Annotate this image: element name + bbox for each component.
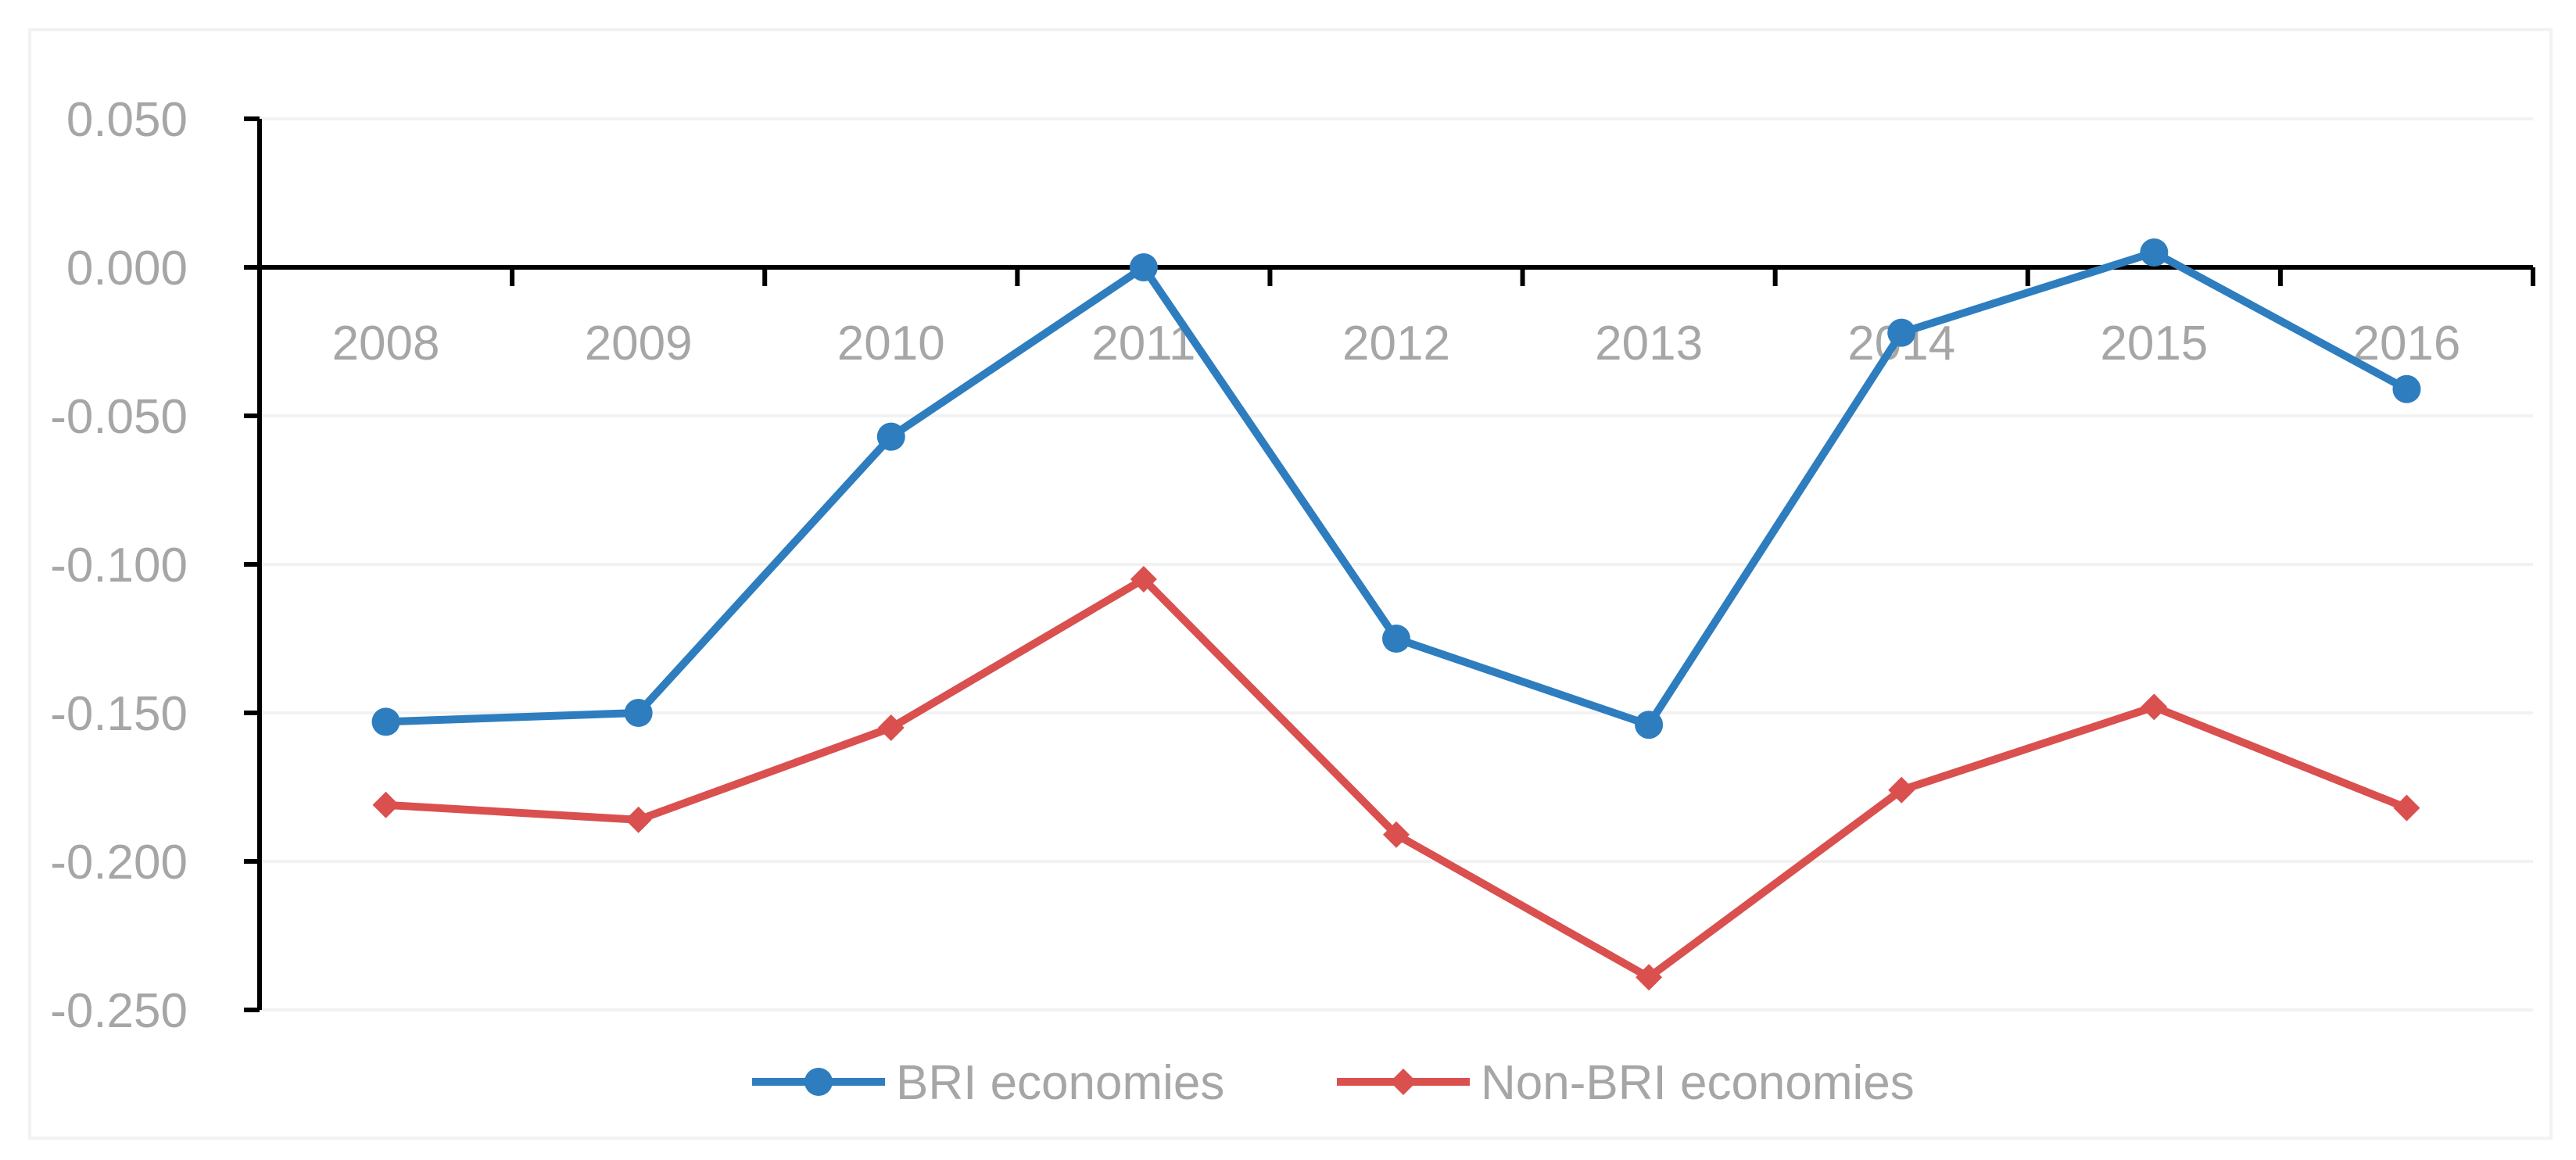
x-tick-label: 2011 — [1091, 317, 1195, 371]
y-tick-label: -0.200 — [50, 836, 188, 890]
data-point — [1383, 821, 1410, 848]
data-point — [372, 791, 399, 818]
legend-marker — [1390, 1069, 1417, 1095]
data-point — [1382, 625, 1410, 653]
x-tick-label: 2008 — [332, 317, 440, 371]
chart-frame — [28, 28, 2553, 1140]
legend-label: Non-BRI economies — [1481, 1056, 1915, 1110]
data-point — [624, 699, 653, 727]
data-point — [2392, 374, 2421, 403]
legend-item: Non-BRI economies — [1337, 1056, 1915, 1110]
y-tick-label: -0.100 — [50, 539, 188, 593]
axes: 0.050 0.000 -0.050 -0.100 -0.150 -0.200 -0.250… — [50, 93, 2535, 1038]
data-point — [625, 806, 652, 833]
x-tick-label: 2012 — [1342, 317, 1450, 371]
y-tick-label: -0.050 — [50, 390, 188, 444]
x-tick-label: 2016 — [2352, 317, 2460, 371]
legend-label: BRI economies — [896, 1056, 1224, 1110]
y-tick-label: 0.000 — [66, 242, 188, 295]
x-tick-label: 2009 — [585, 317, 693, 371]
data-point — [876, 422, 905, 451]
y-tick-label: -0.250 — [50, 984, 188, 1038]
data-point — [877, 714, 905, 741]
series-non-bri-economies — [372, 566, 2420, 991]
legend: BRI economies Non-BRI economies — [752, 1056, 1915, 1110]
legend-marker — [804, 1068, 833, 1096]
data-point — [2393, 794, 2420, 822]
series-layer — [371, 238, 2421, 991]
data-point — [1636, 964, 1663, 991]
x-tick-label: 2013 — [1595, 317, 1703, 371]
data-point — [2141, 693, 2168, 721]
data-point — [1887, 318, 1916, 347]
data-point — [1888, 776, 1915, 804]
data-point — [1635, 711, 1664, 739]
y-tick-label: 0.050 — [66, 93, 188, 147]
series-bri-economies — [371, 238, 2421, 739]
data-point — [371, 707, 400, 736]
legend-item: BRI economies — [752, 1056, 1224, 1110]
data-point — [1130, 566, 1157, 593]
data-point — [2140, 238, 2169, 267]
y-tick-label: -0.150 — [50, 687, 188, 741]
x-tick-label: 2010 — [837, 317, 945, 371]
x-tick-label: 2015 — [2100, 317, 2208, 371]
data-point — [1129, 253, 1158, 281]
